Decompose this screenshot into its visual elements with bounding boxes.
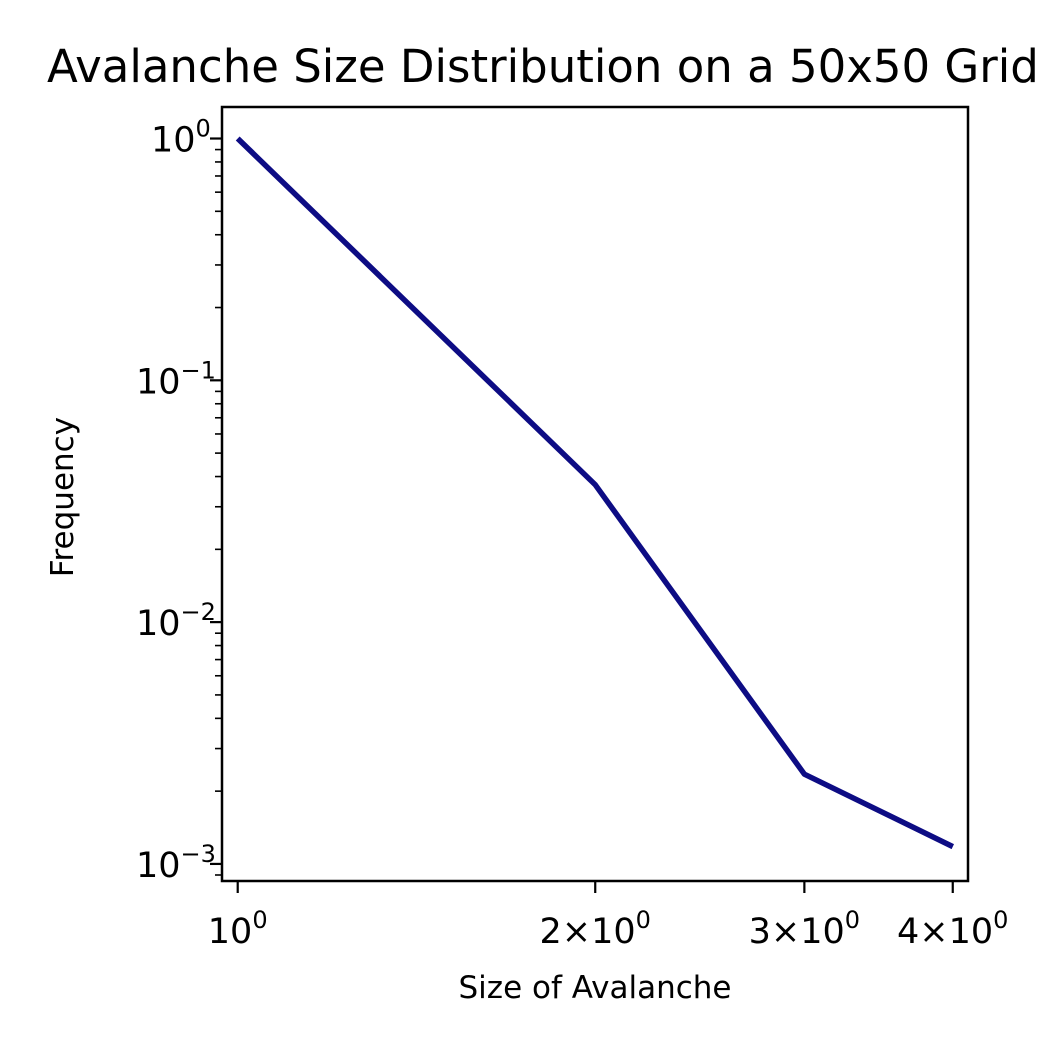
y-minor-ticks <box>215 148 222 876</box>
y-tick-label: 100 <box>151 115 211 161</box>
x-axis-label: Size of Avalanche <box>459 970 732 1006</box>
x-tick-label: 3×100 <box>749 906 860 952</box>
y-axis-label: Frequency <box>45 417 81 577</box>
y-tick-label: 10−1 <box>136 356 216 402</box>
series-line <box>235 136 955 850</box>
plot-frame <box>220 105 970 883</box>
x-tick-label: 100 <box>208 906 268 952</box>
x-tick-label: 2×100 <box>540 906 651 952</box>
y-tick-label: 10−3 <box>136 840 216 886</box>
x-axis-ticks: 100 2×100 3×100 4×100 <box>208 881 1008 952</box>
x-tick-label: 4×100 <box>897 906 1008 952</box>
y-axis-ticks: 100 10−1 10−2 10−3 <box>136 115 222 886</box>
chart-title: Avalanche Size Distribution on a 50x50 G… <box>47 40 1039 93</box>
y-tick-label: 10−2 <box>136 598 216 644</box>
